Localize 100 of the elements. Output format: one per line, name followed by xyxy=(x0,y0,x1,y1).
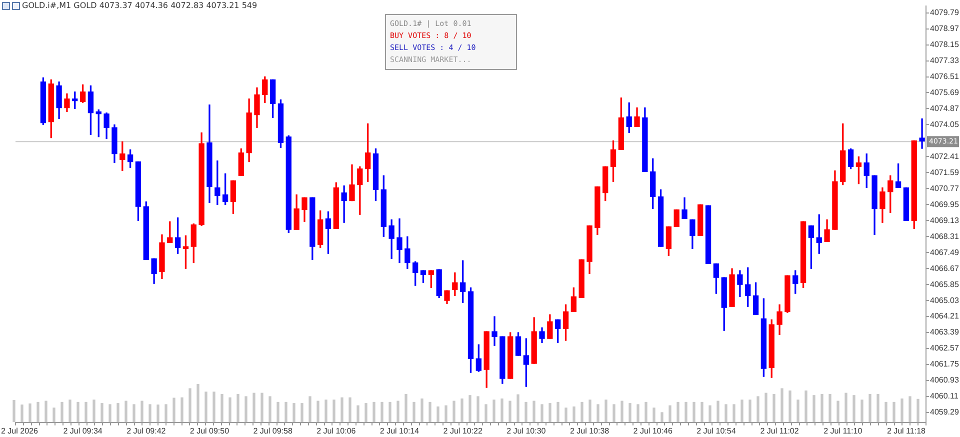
bar xyxy=(484,404,488,422)
bar xyxy=(524,402,528,422)
bar xyxy=(900,398,904,422)
bar xyxy=(20,404,24,422)
bar xyxy=(700,402,704,422)
bar xyxy=(852,395,856,422)
bar xyxy=(388,402,392,422)
bar xyxy=(884,402,888,422)
bar xyxy=(644,402,648,422)
bar xyxy=(316,400,320,422)
bar xyxy=(132,404,136,422)
bar xyxy=(196,384,200,422)
candlestick xyxy=(341,185,347,223)
x-tick-label: 2 Jul 09:34 xyxy=(63,426,103,436)
bar xyxy=(916,398,920,422)
y-tick-label: 4063.39 xyxy=(930,328,960,337)
x-tick-label: 2 Jul 2026 xyxy=(1,426,38,436)
y-tick-label: 4069.95 xyxy=(930,200,960,209)
bar xyxy=(812,395,816,422)
x-tick-label: 2 Jul 10:38 xyxy=(570,426,610,436)
x-tick-label: 2 Jul 10:22 xyxy=(443,426,483,436)
bar xyxy=(188,388,192,422)
bar xyxy=(340,397,344,422)
bar xyxy=(692,402,696,422)
bar xyxy=(404,394,408,422)
bar xyxy=(876,394,880,422)
bar xyxy=(284,402,288,422)
bar xyxy=(684,402,688,422)
bar xyxy=(380,402,384,422)
bar xyxy=(572,406,576,422)
x-tick-label: 2 Jul 09:58 xyxy=(253,426,293,436)
x-tick-label: 2 Jul 09:50 xyxy=(190,426,230,436)
y-tick-label: 4079.79 xyxy=(930,8,960,18)
bar xyxy=(140,400,144,422)
bar xyxy=(636,404,640,422)
y-tick-label: 4078.15 xyxy=(930,40,960,49)
bar xyxy=(172,398,176,422)
bar xyxy=(156,404,160,422)
y-tick-label: 4068.31 xyxy=(930,232,960,241)
bar xyxy=(276,402,280,422)
bar xyxy=(860,400,864,422)
bar xyxy=(868,394,872,422)
bar xyxy=(828,394,832,422)
bar xyxy=(764,392,768,422)
y-tick-label: 4067.49 xyxy=(930,248,960,257)
bar xyxy=(220,394,224,422)
bar xyxy=(660,412,664,422)
x-tick-label: 2 Jul 11:10 xyxy=(824,426,863,436)
bar xyxy=(804,390,808,422)
bar xyxy=(292,403,296,422)
bar xyxy=(724,404,728,422)
y-tick-label: 4071.59 xyxy=(930,168,960,177)
bar xyxy=(788,390,792,422)
bar xyxy=(612,404,616,422)
bar xyxy=(732,404,736,422)
bar xyxy=(356,405,360,422)
bar xyxy=(620,400,624,422)
bar xyxy=(300,403,304,422)
y-tick-label: 4061.75 xyxy=(930,360,960,369)
bar xyxy=(540,404,544,422)
bar xyxy=(204,392,208,422)
y-tick-label: 4074.05 xyxy=(930,120,960,129)
bar xyxy=(252,392,256,422)
bar xyxy=(36,402,40,422)
bar xyxy=(844,392,848,422)
bar xyxy=(28,403,32,422)
bar xyxy=(396,400,400,422)
bar xyxy=(740,400,744,422)
bar xyxy=(780,388,784,422)
bar xyxy=(108,404,112,422)
bar xyxy=(564,408,568,422)
x-tick-label: 2 Jul 10:30 xyxy=(506,426,546,436)
bar xyxy=(516,394,520,422)
x-tick-label: 2 Jul 11:02 xyxy=(760,426,800,436)
candlestick xyxy=(919,118,925,149)
y-tick-label: 4060.11 xyxy=(930,392,959,401)
bar xyxy=(268,396,272,422)
y-tick-label: 4075.69 xyxy=(930,88,960,97)
y-tick-label: 4065.03 xyxy=(930,296,960,305)
y-tick-label: 4078.97 xyxy=(930,24,960,34)
bar xyxy=(596,404,600,422)
bar xyxy=(84,402,88,422)
x-tick-label: 2 Jul 10:54 xyxy=(696,426,736,436)
bar xyxy=(532,400,536,422)
x-tick-label: 2 Jul 09:42 xyxy=(126,426,166,436)
x-tick-label: 2 Jul 10:14 xyxy=(380,426,420,436)
bar xyxy=(148,404,152,422)
bar xyxy=(44,400,48,422)
bar xyxy=(12,400,16,422)
bar xyxy=(708,405,712,422)
bar xyxy=(548,403,552,422)
bar xyxy=(676,402,680,422)
bar xyxy=(716,400,720,422)
bar xyxy=(212,392,216,422)
bar xyxy=(100,403,104,422)
bar xyxy=(244,396,248,422)
bar xyxy=(652,408,656,422)
bar xyxy=(436,406,440,422)
bar xyxy=(412,402,416,422)
bar xyxy=(372,402,376,422)
